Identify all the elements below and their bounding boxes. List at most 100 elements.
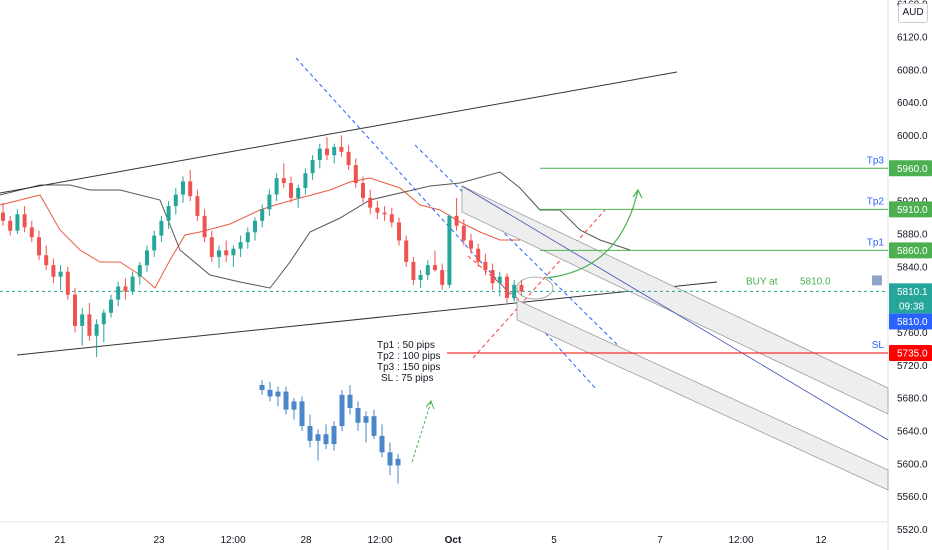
y-tick-label: 6000.0 bbox=[897, 131, 928, 142]
level-name-tp1: Tp1 bbox=[867, 237, 885, 248]
candle-body bbox=[1, 212, 5, 221]
candle-body bbox=[29, 227, 34, 238]
price-tag-tp2 bbox=[889, 201, 932, 218]
sketch-candle-body bbox=[339, 394, 345, 427]
candle-body bbox=[253, 220, 257, 233]
projection-arrow-icon bbox=[632, 188, 643, 199]
note-line: Tp2 : 100 pips bbox=[377, 351, 440, 362]
candle-body bbox=[317, 148, 322, 161]
candle-body bbox=[116, 286, 121, 300]
candle-body bbox=[497, 276, 502, 284]
conversion-indicator bbox=[0, 171, 631, 289]
candle-body bbox=[440, 270, 445, 285]
candle-body bbox=[15, 214, 20, 231]
baseline-indicator bbox=[0, 177, 520, 289]
candle-body bbox=[382, 212, 387, 215]
trend-dashed-line-1 bbox=[295, 57, 598, 391]
sketch-candle-body bbox=[395, 458, 401, 466]
buy-price-tag bbox=[889, 313, 932, 330]
x-tick-label: 7 bbox=[657, 535, 663, 546]
candle-body bbox=[101, 312, 106, 325]
sketch-candle-body bbox=[299, 401, 305, 427]
candle-body bbox=[339, 146, 344, 152]
candle-body bbox=[202, 215, 207, 238]
sketch-candles-group bbox=[259, 380, 401, 484]
levels-group: Tp3 Tp2 Tp1 SL BUY at 5810.0 bbox=[0, 155, 888, 354]
y-tick-label: 5520.0 bbox=[897, 525, 928, 536]
candle-body bbox=[296, 187, 301, 198]
sketch-candle-body bbox=[275, 391, 281, 397]
x-tick-label: 12:00 bbox=[220, 535, 245, 546]
candle-body bbox=[152, 235, 157, 251]
x-tick-label: 5 bbox=[551, 535, 557, 546]
candle-body bbox=[505, 276, 509, 298]
y-axis-ticks: 5520.0 5560.0 5600.0 5640.0 5680.0 5720.0 5760… bbox=[897, 0, 928, 536]
candle-body bbox=[65, 271, 70, 295]
candle-body bbox=[51, 265, 56, 277]
candle-body bbox=[58, 271, 63, 277]
note-line: Tp3 : 150 pips bbox=[377, 362, 440, 373]
candle-body bbox=[231, 248, 236, 256]
candle-body bbox=[389, 214, 394, 223]
projection-curve bbox=[545, 189, 639, 279]
price-tag-sl bbox=[889, 344, 932, 361]
candle-body bbox=[425, 265, 430, 275]
x-axis-ticks: 21 23 12:00 28 12:00 Oct 5 7 12:00 12 bbox=[54, 535, 827, 546]
channel-lower-line bbox=[16, 281, 718, 356]
candle-body bbox=[8, 220, 13, 231]
candle-body bbox=[433, 265, 437, 271]
last-price-label: 5810.1 bbox=[897, 287, 928, 298]
sketch-candle-body bbox=[387, 452, 393, 466]
sketch-candle-body bbox=[307, 426, 313, 441]
candle-body bbox=[512, 284, 517, 298]
sketch-candle-body bbox=[379, 435, 385, 453]
candle-body bbox=[289, 183, 293, 198]
sketch-candle-body bbox=[347, 394, 353, 408]
sketch-candle-body bbox=[267, 389, 273, 397]
candle-body bbox=[73, 294, 77, 326]
x-tick-label: 21 bbox=[54, 535, 66, 546]
price-tags: 5960.0 5910.0 5860.0 5735.0 5810.1 09:38 5810.… bbox=[889, 160, 932, 361]
candle-body bbox=[346, 151, 351, 165]
sketch-candle-body bbox=[291, 401, 297, 410]
candle-body bbox=[461, 225, 466, 241]
candle-body bbox=[173, 194, 178, 207]
info-icon bbox=[872, 275, 882, 286]
candle-body bbox=[281, 178, 286, 184]
candle-body bbox=[325, 148, 329, 156]
candle-body bbox=[224, 250, 229, 256]
note-line: Tp1 : 50 pips bbox=[377, 340, 435, 351]
price-tag-label-tp1: 5860.0 bbox=[897, 246, 928, 257]
candle-body bbox=[368, 197, 373, 208]
candle-body bbox=[260, 209, 265, 221]
candle-body bbox=[519, 284, 524, 292]
sketch-candle-body bbox=[323, 434, 329, 445]
regression-band-upper bbox=[461, 185, 889, 415]
price-tag-label-tp2: 5910.0 bbox=[897, 205, 928, 216]
candle-body bbox=[332, 146, 337, 156]
trend-dashed-line-2 bbox=[414, 144, 646, 373]
candle-body bbox=[483, 261, 488, 271]
candle-body bbox=[490, 270, 495, 284]
sketch-candle-body bbox=[331, 426, 337, 445]
candle-body bbox=[22, 214, 27, 228]
countdown-label: 09:38 bbox=[899, 301, 924, 312]
x-tick-label: 12 bbox=[815, 535, 827, 546]
y-tick-label: 5560.0 bbox=[897, 492, 928, 503]
currency-button[interactable]: AUD bbox=[898, 3, 928, 23]
x-tick-label: 12:00 bbox=[367, 535, 392, 546]
candle-body bbox=[310, 160, 315, 174]
candle-body bbox=[274, 178, 279, 195]
candle-body bbox=[238, 242, 243, 249]
y-tick-label: 5640.0 bbox=[897, 426, 928, 437]
y-tick-label: 6080.0 bbox=[897, 65, 928, 76]
candle-body bbox=[123, 286, 128, 292]
candle-body bbox=[137, 265, 142, 277]
candle-body bbox=[267, 194, 272, 210]
y-tick-label: 5720.0 bbox=[897, 361, 928, 372]
plot-area[interactable] bbox=[0, 0, 888, 522]
last-price-tag bbox=[889, 283, 932, 314]
sketch-arrow-line bbox=[411, 401, 432, 463]
candle-body bbox=[181, 181, 185, 195]
